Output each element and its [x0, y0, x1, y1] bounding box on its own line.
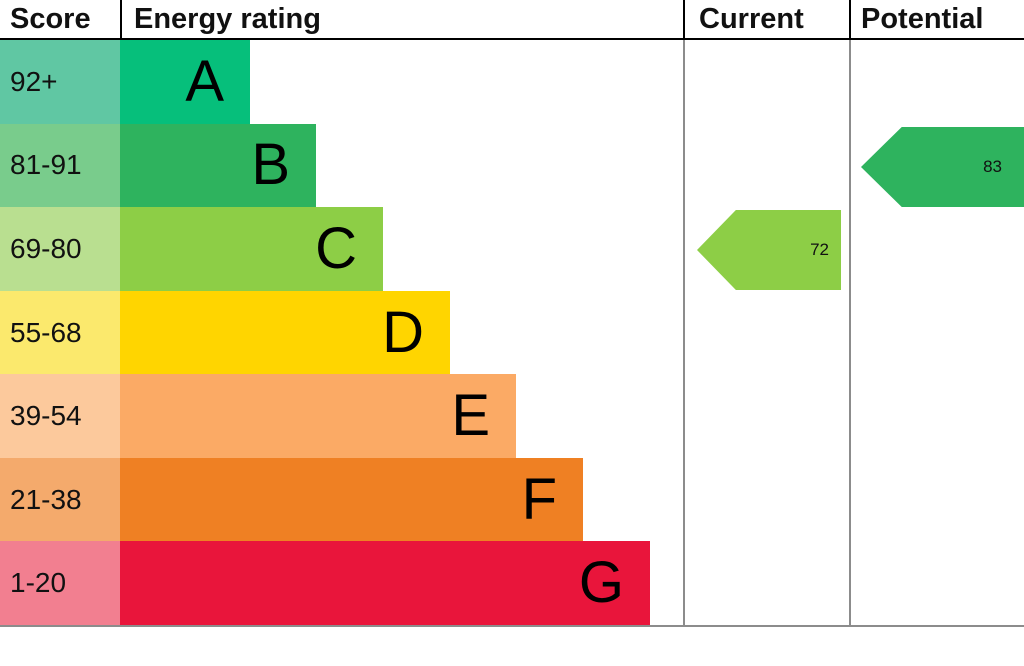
band-bar: D: [120, 290, 450, 375]
header-energy-rating: Energy rating: [120, 0, 683, 38]
band-score-range: 81-91: [0, 123, 120, 208]
chart-header: Score Energy rating Current Potential: [0, 0, 1024, 40]
potential-rating-arrow: 83: [861, 127, 1024, 207]
band-bar: B: [120, 123, 316, 208]
band-letter: G: [578, 550, 624, 616]
band-score-range: 39-54: [0, 374, 120, 458]
band-score-range: 92+: [0, 40, 120, 124]
potential-column-divider: [849, 40, 851, 625]
band-letter: A: [185, 48, 224, 114]
header-score: Score: [10, 2, 91, 35]
band-bar: G: [120, 541, 650, 626]
header-current: Current: [683, 0, 849, 38]
band-row-g: 1-20 G: [0, 541, 1024, 626]
band-bar: E: [120, 374, 516, 458]
band-score-range: 21-38: [0, 457, 120, 542]
band-score-range: 55-68: [0, 290, 120, 375]
band-row-c: 69-80 C: [0, 207, 1024, 291]
band-letter: D: [382, 299, 424, 365]
potential-rating-value: 83: [983, 157, 1002, 176]
current-rating-value: 72: [810, 240, 829, 259]
band-bar: A: [120, 40, 250, 124]
band-row-d: 55-68 D: [0, 290, 1024, 375]
band-letter: B: [251, 132, 290, 198]
band-row-a: 92+ A: [0, 40, 1024, 124]
band-letter: E: [451, 383, 490, 449]
chart-bottom-border: [0, 625, 1024, 627]
band-rows: 92+ A 81-91 B 69-80 C 55-68 D 39-54: [0, 40, 1024, 626]
band-letter: F: [521, 466, 557, 532]
header-potential: Potential: [849, 0, 1024, 38]
current-column-divider: [683, 40, 685, 625]
band-bar: F: [120, 457, 583, 542]
band-letter: C: [315, 215, 357, 281]
band-score-range: 69-80: [0, 207, 120, 291]
band-row-f: 21-38 F: [0, 457, 1024, 542]
band-row-e: 39-54 E: [0, 374, 1024, 458]
band-bar: C: [120, 207, 383, 291]
band-row-b: 81-91 B: [0, 123, 1024, 208]
band-score-range: 1-20: [0, 541, 120, 626]
